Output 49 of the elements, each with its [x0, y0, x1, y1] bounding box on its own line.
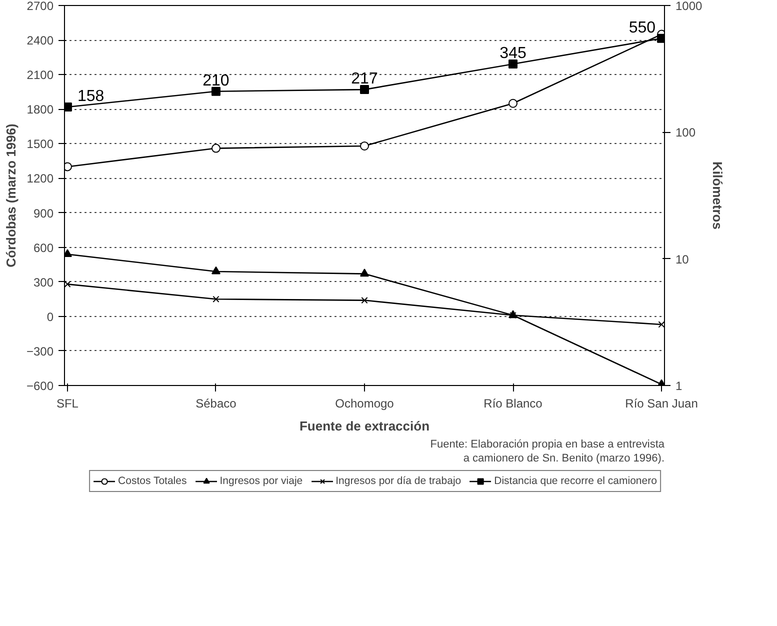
y-tick-label: 900 — [33, 206, 54, 220]
y-axis-title: Córdobas (marzo 1996) — [3, 124, 18, 268]
y2-tick-label: 1000 — [676, 0, 703, 13]
y-tick-label: −600 — [26, 379, 54, 393]
legend-label: Ingresos por viaje — [220, 474, 303, 488]
point — [212, 296, 220, 302]
y-tick-label: 1500 — [26, 137, 54, 152]
y-tick-label: 2100 — [26, 68, 54, 82]
y2-tick-label: 1 — [676, 379, 682, 393]
y-tick-label: 2700 — [26, 0, 54, 13]
y-tick-label: 300 — [33, 275, 54, 290]
point — [360, 141, 369, 150]
y2-axis-title: Kilómetros — [710, 162, 726, 230]
y2-tick-label: 100 — [676, 126, 696, 140]
x-tick-label: Sébaco — [196, 396, 237, 410]
point — [361, 296, 368, 304]
y-tick-label: 1200 — [26, 172, 54, 186]
y-tick-label: 0 — [46, 310, 54, 324]
x-tick-label: Ochomogo — [335, 396, 394, 410]
point — [657, 34, 664, 43]
point — [64, 280, 71, 288]
x-tick-label: Río Blanco — [484, 396, 543, 410]
point — [360, 268, 369, 277]
x-axis-title: Fuente de extracción — [299, 418, 430, 434]
y-tick-label: 600 — [33, 240, 54, 255]
point — [211, 144, 220, 153]
y-tick-label: −300 — [26, 344, 54, 358]
point — [508, 98, 518, 108]
legend-label: Distancia que recorre el camionero — [494, 474, 657, 488]
data-label: 345 — [500, 45, 526, 62]
x-tick-label: SFL — [56, 396, 79, 410]
legend-label: Ingresos por día de trabajo — [336, 474, 462, 488]
legend-label: Costos Totales — [118, 474, 187, 488]
x-tick-label: Río San Juan — [625, 396, 698, 410]
point — [211, 266, 220, 274]
y2-tick-label: 10 — [676, 252, 690, 266]
point — [211, 86, 220, 96]
y-tick-label: 1800 — [26, 102, 54, 117]
y-tick-label: 2400 — [26, 34, 54, 48]
data-label: 550 — [628, 19, 656, 36]
data-label: 217 — [351, 70, 378, 88]
point — [64, 102, 72, 112]
data-label: 210 — [202, 72, 230, 90]
point — [64, 162, 72, 172]
point — [508, 60, 518, 69]
data-label: 158 — [77, 88, 104, 106]
source-note: Fuente: Elaboración propia en base a entrevista a camionero de Sn. Benito (marzo 1996). — [430, 438, 666, 464]
point — [658, 321, 664, 328]
point — [360, 85, 369, 94]
